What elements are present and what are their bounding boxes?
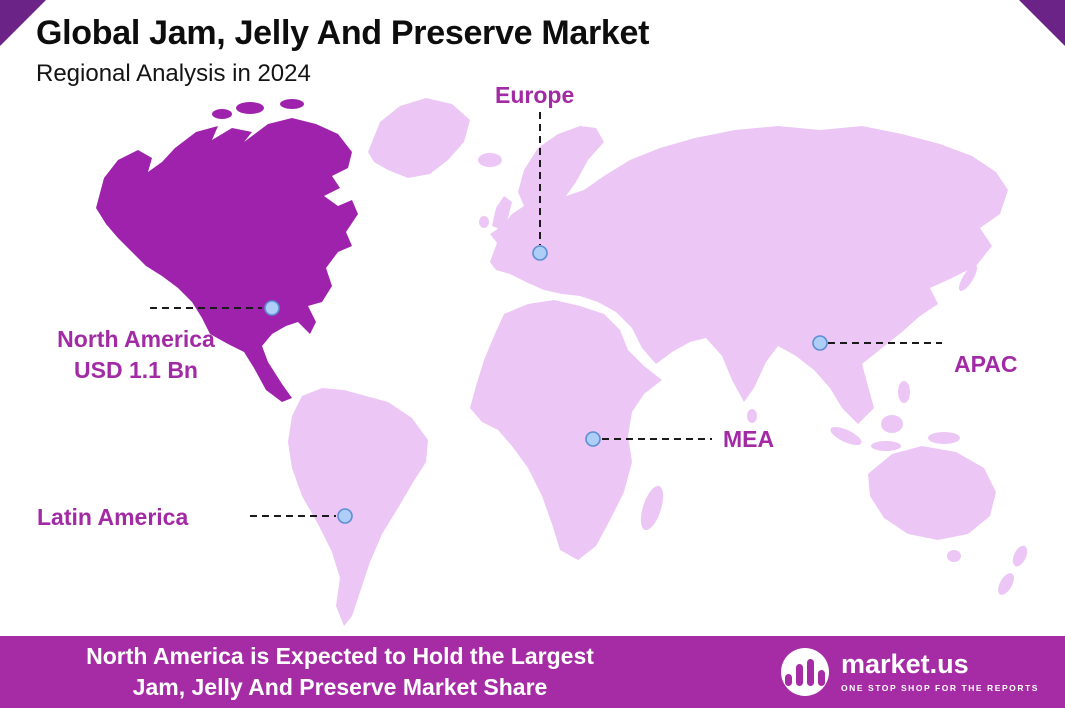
region-label-europe: Europe	[495, 82, 575, 108]
page-title: Global Jam, Jelly And Preserve Market	[36, 14, 650, 52]
island-sumatra	[830, 426, 862, 446]
logo-bar-icon	[785, 674, 793, 686]
marker-latin-america	[337, 508, 353, 524]
page-subtitle: Regional Analysis in 2024	[36, 60, 311, 88]
brand-block: market.us ONE STOP SHOP FOR THE REPORTS	[781, 636, 1039, 708]
header: Global Jam, Jelly And Preserve Market Re…	[36, 14, 649, 88]
island-ireland	[479, 216, 489, 228]
brand-tagline: ONE STOP SHOP FOR THE REPORTS	[841, 683, 1039, 693]
island-arctic-2	[280, 99, 304, 109]
continent-north-america	[96, 118, 358, 402]
leader-lines	[150, 112, 942, 517]
island-new-guinea	[928, 432, 960, 444]
region-value-north-america: USD 1.1 Bn	[74, 357, 198, 383]
logo-bar-icon	[807, 659, 815, 686]
island-iceland	[478, 153, 502, 167]
marker-north-america	[264, 300, 280, 316]
island-arctic-3	[212, 109, 232, 119]
continent-south-america	[288, 388, 428, 626]
region-name-north-america: North America	[57, 326, 215, 352]
island-madagascar	[640, 485, 664, 531]
island-sri-lanka	[747, 409, 757, 423]
island-japan-north	[977, 241, 987, 259]
continents	[96, 98, 1028, 626]
footer-note-line1: North America is Expected to Hold the La…	[86, 643, 594, 669]
footer-bar: North America is Expected to Hold the La…	[0, 636, 1065, 708]
marker-mea	[585, 431, 601, 447]
logo-bar-icon	[818, 670, 826, 686]
brand-name: market.us	[841, 649, 969, 679]
continent-australia	[868, 446, 996, 540]
island-philippines	[898, 381, 910, 403]
markers	[264, 245, 828, 524]
island-borneo	[881, 415, 903, 433]
island-japan-south	[958, 265, 978, 291]
island-uk	[492, 196, 512, 230]
logo-bar-icon	[796, 664, 804, 686]
island-arctic-1	[236, 102, 264, 114]
footer-note-line2: Jam, Jelly And Preserve Market Share	[132, 674, 548, 700]
market-us-logo-icon	[781, 648, 830, 696]
corner-accent-top-right	[1019, 0, 1065, 46]
marker-apac	[812, 335, 828, 351]
corner-accent-top-left	[0, 0, 46, 46]
brand-text: market.us ONE STOP SHOP FOR THE REPORTS	[841, 649, 1039, 694]
region-label-mea: MEA	[723, 426, 775, 452]
continent-africa	[470, 300, 662, 560]
footer-note: North America is Expected to Hold the La…	[30, 641, 650, 703]
region-label-latin-america: Latin America	[37, 504, 189, 530]
region-label-apac: APAC	[954, 351, 1018, 377]
island-java	[871, 441, 901, 451]
region-label-north-america: North America USD 1.1 Bn	[40, 324, 232, 386]
continent-greenland	[368, 98, 470, 178]
island-new-zealand-north	[1012, 545, 1028, 567]
island-tasmania	[947, 550, 961, 562]
continent-eurasia	[490, 126, 1008, 424]
marker-europe	[532, 245, 548, 261]
island-new-zealand-south	[998, 573, 1014, 595]
